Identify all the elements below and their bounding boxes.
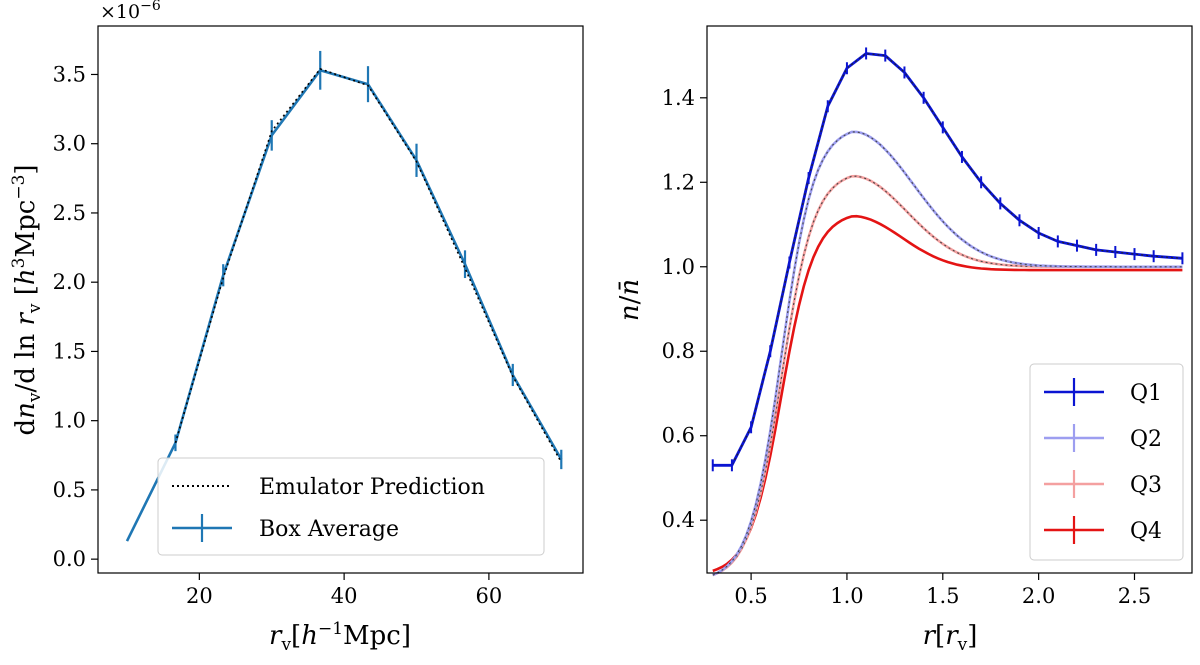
- right-y-tick-label: 0.8: [662, 339, 695, 363]
- left-y-tick-label: 3.0: [53, 132, 86, 156]
- series-q4-line: [712, 214, 1183, 573]
- right-x-tick-label: 2.0: [1022, 584, 1055, 608]
- right-x-tick-label: 1.0: [830, 584, 863, 608]
- legend-emulator-label: Emulator Prediction: [259, 475, 485, 500]
- series-q3-emulator: [712, 175, 1183, 576]
- legend-box-average-label: Box Average: [259, 517, 399, 542]
- right-y-tick-label: 1.4: [662, 86, 695, 110]
- left-y-tick-label: 3.5: [53, 62, 86, 86]
- left-plot-frame: [97, 25, 584, 574]
- left-y-tick-label: 0.5: [53, 478, 86, 502]
- left-x-axis-label: rv[h−1Mpc]: [269, 619, 411, 655]
- series-q2-line: [712, 130, 1183, 577]
- left-x-tick-label: 20: [186, 584, 213, 608]
- right-y-tick-label: 1.2: [662, 170, 695, 194]
- right-x-axis-label: r[rv]: [923, 621, 978, 655]
- left-y-tick-label: 0.0: [53, 547, 86, 571]
- legend-q1-label: Q1: [1130, 381, 1162, 406]
- left-y-offset: ×10−6: [100, 0, 161, 23]
- right-legend: Q1 Q2 Q3 Q4: [1029, 363, 1184, 561]
- left-y-tick-label: 1.0: [53, 409, 86, 433]
- right-y-tick-label: 0.6: [662, 424, 695, 448]
- left-y-axis-label: dnv/d ln rv [h3Mpc−3]: [9, 164, 45, 435]
- left-y-tick-label: 1.5: [53, 339, 86, 363]
- right-x-tick-label: 0.5: [734, 584, 767, 608]
- left-y-tick-label: 2.5: [53, 201, 86, 225]
- right-panel: 0.5 1.0 1.5 2.0 2.5 0.4 0.6 0.8 1.0 1.2 1.4 Q1 Q2 Q3…: [615, 25, 1193, 655]
- left-x-tick-label: 40: [331, 584, 358, 608]
- legend-q3-label: Q3: [1130, 473, 1162, 498]
- emulator-prediction-line: [174, 67, 562, 463]
- right-y-axis-label: n/n̄: [615, 279, 645, 321]
- right-plot-frame: [706, 25, 1193, 574]
- left-legend: Emulator Prediction Box Average: [157, 457, 545, 556]
- left-panel: 20 40 60 0.0 0.5 1.0 1.5 2.0 2.5 3.0 3.5 Emulator …: [9, 0, 584, 655]
- left-y-tick-label: 2.0: [53, 270, 86, 294]
- right-x-tick-label: 2.5: [1118, 584, 1151, 608]
- right-y-tick-label: 0.4: [662, 508, 695, 532]
- legend-q4-label: Q4: [1130, 519, 1162, 544]
- right-y-tick-label: 1.0: [662, 255, 695, 279]
- left-x-tick-label: 60: [476, 584, 503, 608]
- legend-q2-label: Q2: [1130, 427, 1162, 452]
- right-x-tick-label: 1.5: [926, 584, 959, 608]
- right-legend-box: [1029, 363, 1184, 561]
- left-legend-box: [157, 457, 545, 556]
